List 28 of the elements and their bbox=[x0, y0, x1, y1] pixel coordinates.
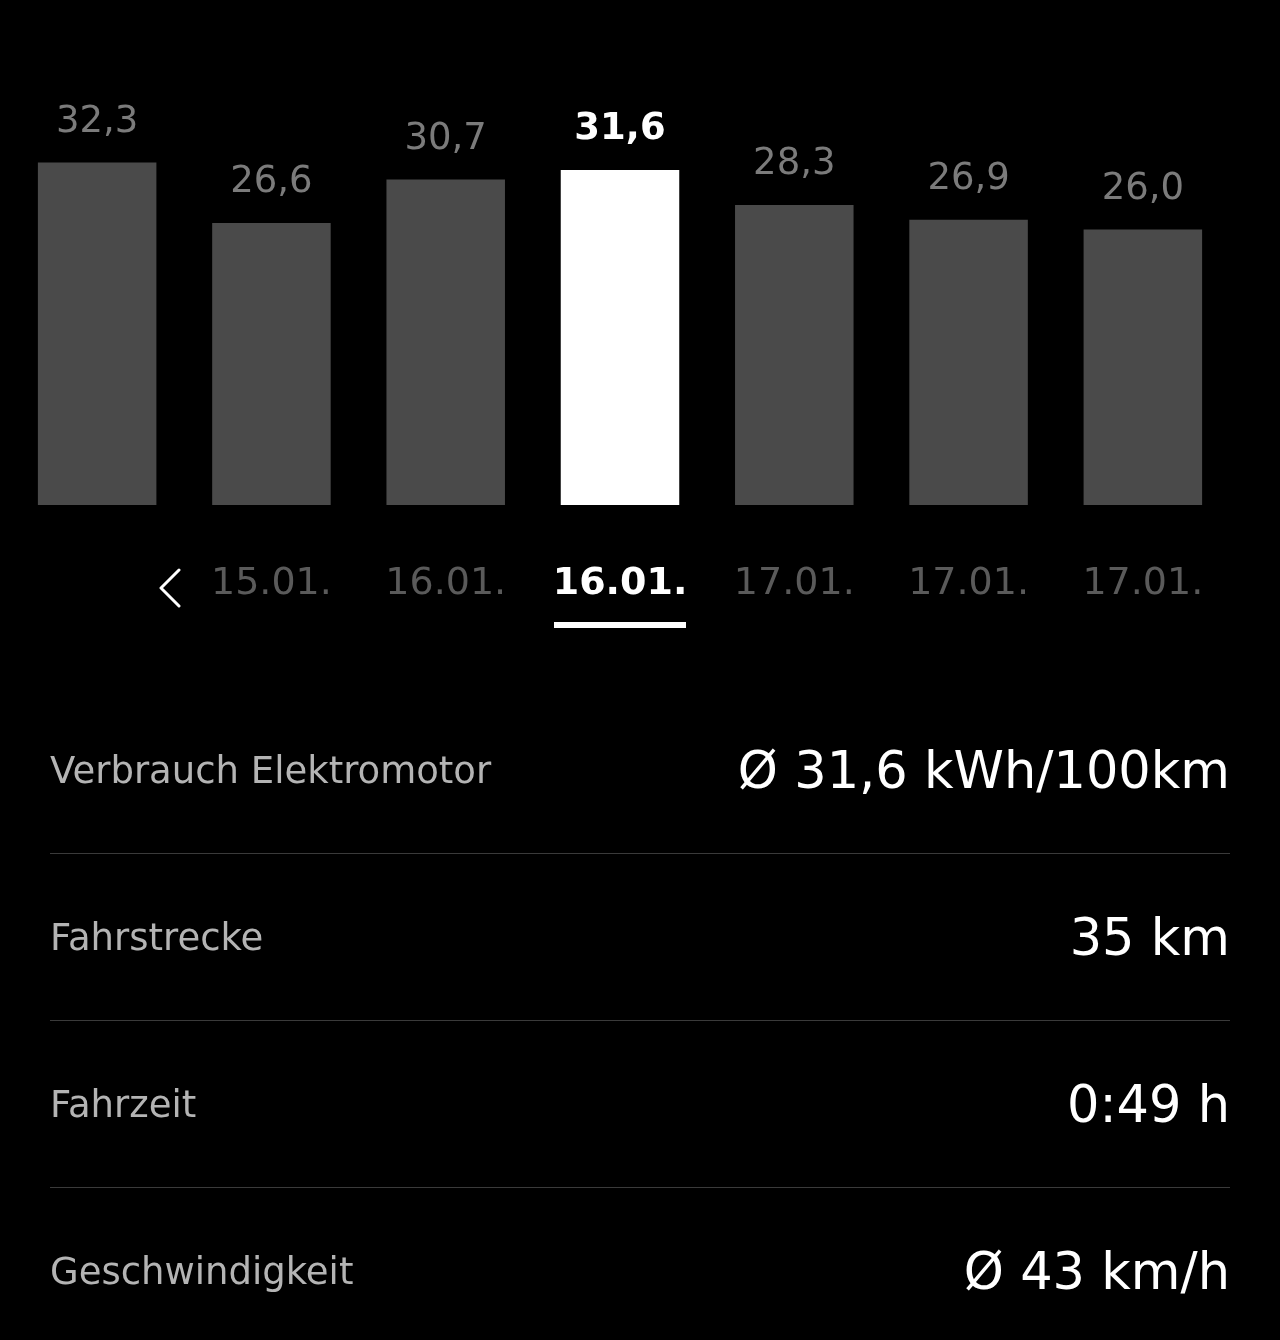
text: Fahrstrecke bbox=[50, 915, 264, 959]
bar bbox=[37, 162, 157, 505]
bar bbox=[1083, 229, 1203, 505]
bar bbox=[560, 170, 680, 505]
x-tick-label: 17.01. bbox=[908, 558, 1030, 603]
x-tick-label: 16.01. bbox=[385, 558, 507, 603]
data-label: 28,3 bbox=[753, 140, 836, 184]
x-tick-label: 17.01. bbox=[733, 558, 855, 603]
bar bbox=[735, 205, 854, 505]
data-label: 30,7 bbox=[404, 114, 487, 158]
text: 0:49 h bbox=[1066, 1074, 1230, 1134]
data-label: 26,0 bbox=[1101, 164, 1185, 208]
bar bbox=[909, 219, 1028, 505]
bar bbox=[212, 223, 331, 505]
text: Geschwindigkeit bbox=[50, 1249, 354, 1293]
text: Fahrzeit bbox=[50, 1082, 197, 1126]
text: Ø 31,6 kWh/100km bbox=[737, 740, 1230, 800]
data-label: 32,3 bbox=[55, 97, 139, 141]
x-tick-label: 15.01. bbox=[210, 558, 332, 603]
text: 35 km bbox=[1069, 907, 1230, 967]
data-label: 26,6 bbox=[230, 158, 313, 202]
x-tick-label: 16.01. bbox=[552, 558, 688, 603]
text: Ø 43 km/h bbox=[963, 1241, 1230, 1301]
data-label: 26,9 bbox=[927, 154, 1010, 198]
text: Verbrauch Elektromotor bbox=[50, 748, 492, 792]
x-tick-label: 17.01. bbox=[1082, 558, 1204, 603]
bar bbox=[386, 179, 505, 505]
data-label: 31,6 bbox=[574, 105, 666, 149]
